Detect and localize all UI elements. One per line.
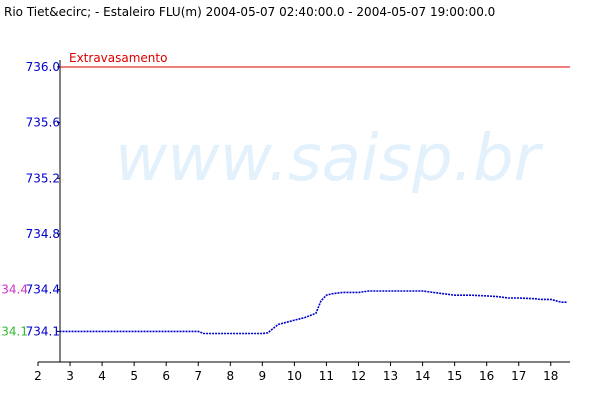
- chart-title: Rio Tiet&ecirc; - Estaleiro FLU(m) 2004-…: [4, 5, 495, 19]
- x-tick-label: 16: [479, 369, 494, 383]
- threshold-label: Extravasamento: [69, 51, 167, 65]
- data-line: [59, 290, 567, 335]
- x-tick-label: 7: [194, 369, 202, 383]
- x-tick-label: 15: [447, 369, 462, 383]
- x-tick-label: 10: [287, 369, 302, 383]
- x-tick-label: 3: [66, 369, 74, 383]
- x-tick-label: 12: [351, 369, 366, 383]
- x-tick-label: 2: [34, 369, 42, 383]
- x-tick-label: 11: [319, 369, 334, 383]
- y-tick-label: 736.0: [26, 60, 60, 74]
- y-tick-label: 734.4: [26, 283, 60, 297]
- y-tick-label: 735.2: [26, 171, 60, 185]
- x-tick-label: 17: [511, 369, 526, 383]
- x-tick-label: 14: [415, 369, 430, 383]
- x-tick-label: 6: [162, 369, 170, 383]
- x-tick-label: 18: [543, 369, 558, 383]
- y-tick-label: 735.6: [26, 116, 60, 130]
- x-tick-label: 13: [383, 369, 398, 383]
- x-tick-label: 8: [226, 369, 234, 383]
- marker-label: 734.1: [0, 324, 28, 338]
- x-tick-label: 5: [130, 369, 138, 383]
- x-tick-label: 4: [98, 369, 106, 383]
- x-tick-label: 9: [259, 369, 267, 383]
- y-tick-label: 734.1: [26, 324, 60, 338]
- y-tick-label: 734.8: [26, 227, 60, 241]
- marker-label: 734.4: [0, 283, 28, 297]
- watermark: www.saisp.br: [115, 122, 544, 196]
